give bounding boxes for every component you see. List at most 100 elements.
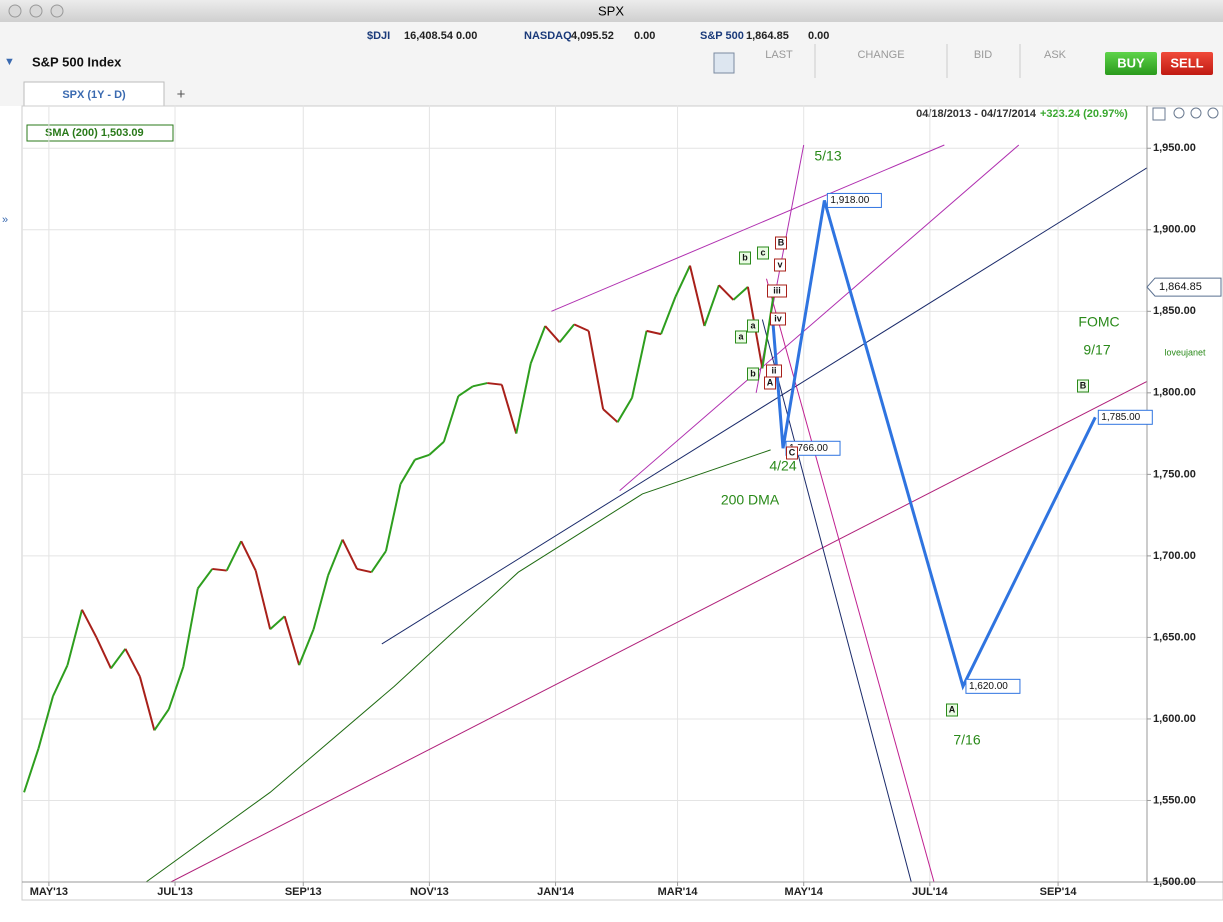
expand-icon[interactable]: » (2, 214, 8, 226)
price-segment (341, 539, 358, 570)
annotation: 4/24 (769, 458, 796, 474)
zoom-tool[interactable] (1173, 107, 1185, 119)
price-segment (23, 747, 40, 793)
price-segment (761, 286, 776, 369)
price-segment (573, 323, 590, 332)
price-segment (688, 265, 706, 327)
toolbar (0, 22, 1223, 106)
wave-label: B (1080, 380, 1087, 390)
tool-icon[interactable] (713, 52, 735, 74)
trend-line (619, 144, 1020, 492)
column-header: BID (974, 49, 992, 61)
wave-label: c (760, 247, 765, 257)
annotation: 5/13 (814, 148, 841, 164)
price-segment (384, 483, 402, 552)
price-segment (544, 325, 561, 343)
wave-box (739, 251, 751, 265)
collapse-icon[interactable]: ▼ (4, 56, 15, 68)
price-segment (529, 325, 547, 364)
x-tick-label: MAY'13 (30, 886, 68, 898)
buy-button[interactable] (1105, 52, 1157, 75)
trend-line (551, 144, 945, 312)
annotation: 200 DMA (721, 492, 780, 508)
price-segment (153, 708, 170, 731)
wave-label: ii (771, 365, 776, 375)
column-header: CHANGE (857, 49, 904, 61)
tab-label[interactable]: SPX (1Y - D) (62, 89, 126, 101)
price-segment (298, 628, 315, 666)
price-segment (500, 384, 518, 434)
zoom-tool[interactable] (1207, 107, 1219, 119)
wave-box (757, 246, 769, 260)
chart-panel (21, 105, 1223, 901)
wave-label: A (767, 377, 774, 387)
price-segment (674, 265, 691, 298)
zoom-button[interactable] (50, 4, 64, 18)
indicator-box[interactable] (26, 124, 174, 142)
x-tick-label: JUL'14 (912, 886, 949, 898)
price-segment (212, 567, 227, 572)
price-segment (66, 609, 83, 666)
column-header: ASK (1044, 49, 1067, 61)
wave-box (767, 284, 787, 298)
zoom-tool[interactable] (1152, 107, 1166, 121)
y-tick-label: 1,500.00 (1153, 876, 1196, 888)
date-range: 04/18/2013 - 04/17/2014 (916, 108, 1037, 120)
ticker-symbol: $DJI (367, 30, 390, 42)
price-segment (110, 648, 127, 669)
last-price-label: 1,864.85 (1159, 281, 1202, 293)
x-tick-label: SEP'13 (285, 886, 322, 898)
wave-box (774, 258, 786, 272)
zoom-tool[interactable] (1190, 107, 1202, 119)
wave-label: b (742, 252, 748, 262)
wave-label: iv (774, 313, 782, 323)
ticker-price: 1,864.85 (746, 30, 789, 42)
range-change: +323.24 (20.97%) (1040, 108, 1128, 120)
instrument-title: S&P 500 Index (32, 54, 122, 69)
annotation: FOMC (1078, 314, 1119, 330)
buy-label[interactable]: BUY (1117, 55, 1145, 70)
annotation: 9/17 (1083, 342, 1110, 358)
price-segment (428, 441, 445, 456)
sell-button[interactable] (1161, 52, 1213, 75)
annotation: loveujanet (1164, 347, 1206, 357)
price-segment (732, 286, 749, 301)
price-segment (95, 636, 112, 669)
indicator-label: SMA (200) 1,503.09 (45, 127, 144, 139)
wave-label: C (789, 447, 796, 457)
price-segment (370, 550, 387, 573)
price-segment (660, 296, 677, 335)
y-tick-label: 1,900.00 (1153, 224, 1196, 236)
price-segment (472, 382, 488, 388)
ticker-symbol: NASDAQ (524, 30, 572, 42)
price-segment (631, 330, 648, 398)
price-segment (457, 385, 474, 397)
close-button[interactable] (8, 4, 22, 18)
price-segment (124, 648, 141, 678)
price-segment (254, 570, 272, 630)
sma-line (145, 449, 771, 882)
price-segment (138, 676, 156, 731)
price-segment (196, 568, 214, 590)
wave-box (747, 367, 759, 381)
price-label-box (1097, 409, 1153, 425)
price-segment (240, 540, 257, 572)
price-segment (225, 540, 243, 572)
price-segment (487, 382, 502, 386)
price-segment (442, 395, 460, 443)
minimize-button[interactable] (29, 4, 43, 18)
x-tick-label: MAR'14 (658, 886, 699, 898)
add-tab[interactable]: + (177, 86, 186, 103)
y-tick-label: 1,650.00 (1153, 631, 1196, 643)
price-segment (703, 284, 720, 327)
x-tick-label: SEP'14 (1040, 886, 1078, 898)
sell-label[interactable]: SELL (1170, 55, 1203, 70)
wave-label: a (750, 320, 756, 330)
price-segment (646, 329, 662, 336)
price-segment (312, 575, 330, 630)
wave-box (747, 319, 759, 333)
price-segment (283, 615, 301, 666)
wave-box (764, 376, 776, 390)
projection-line (771, 200, 1097, 691)
tab[interactable] (23, 81, 165, 107)
